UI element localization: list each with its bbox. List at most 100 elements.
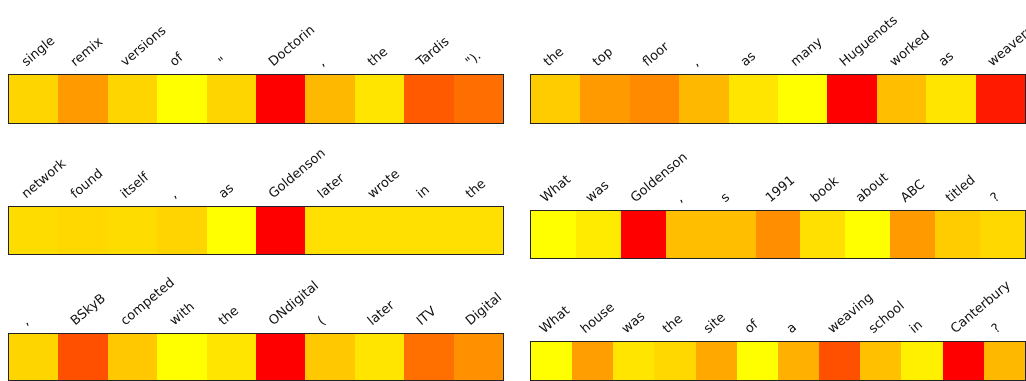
heatmap-cell bbox=[354, 207, 405, 254]
heatmap-cell bbox=[710, 211, 756, 258]
heatmap-cell bbox=[620, 211, 666, 258]
token-label: " bbox=[216, 54, 231, 70]
token-label: 1991 bbox=[763, 173, 798, 206]
heatmap-cell bbox=[404, 207, 454, 254]
token-label: the bbox=[216, 303, 243, 329]
token-label: site bbox=[701, 310, 729, 337]
heatmap-cell bbox=[305, 75, 355, 123]
token-label: the bbox=[540, 44, 567, 70]
heatmap-cell bbox=[255, 75, 306, 123]
heatmap-cell bbox=[58, 75, 108, 123]
token-label: weaving bbox=[824, 290, 877, 337]
token-label: was bbox=[618, 308, 648, 337]
heatmap-strip bbox=[8, 206, 504, 255]
heatmap-cell bbox=[629, 75, 680, 123]
heatmap-cell bbox=[665, 211, 711, 258]
heatmap-strip bbox=[530, 341, 1026, 381]
heatmap-cell bbox=[980, 211, 1025, 258]
token-label: as bbox=[738, 48, 760, 70]
token-label: ( bbox=[315, 314, 329, 329]
heatmap-cell bbox=[531, 211, 576, 258]
token-label: later bbox=[364, 297, 398, 329]
heatmap-cell bbox=[404, 75, 454, 123]
token-label: ? bbox=[987, 189, 1003, 206]
token-label: s bbox=[718, 189, 733, 206]
token-label: of bbox=[166, 50, 187, 70]
heatmap-cell bbox=[755, 211, 801, 258]
heatmap-cell bbox=[206, 75, 256, 123]
heatmap-cell bbox=[9, 207, 59, 254]
heatmap-cell bbox=[206, 207, 256, 254]
heatmap-cell bbox=[819, 342, 861, 380]
token-label: , bbox=[673, 191, 686, 206]
token-label: of bbox=[742, 317, 762, 337]
token-label: later bbox=[315, 170, 348, 202]
heatmap-cell bbox=[453, 334, 503, 380]
heatmap-cell bbox=[942, 342, 984, 380]
token-label: ABC bbox=[897, 177, 928, 206]
heatmap-cell bbox=[107, 207, 158, 254]
token-label: floor bbox=[639, 39, 672, 70]
token-label: was bbox=[583, 177, 613, 206]
heatmap-cell bbox=[255, 207, 306, 254]
heatmap-cell bbox=[890, 211, 936, 258]
heatmap-cell bbox=[157, 207, 207, 254]
heatmap-cell bbox=[679, 75, 729, 123]
heatmap-cell bbox=[404, 334, 454, 380]
heatmap-cell bbox=[107, 75, 158, 123]
token-label: as bbox=[935, 48, 957, 70]
token-label: ? bbox=[989, 320, 1005, 337]
token-label: as bbox=[216, 180, 238, 202]
token-label: the bbox=[660, 311, 687, 337]
heatmap-cell bbox=[613, 342, 655, 380]
token-label: , bbox=[315, 55, 328, 70]
token-label: the bbox=[463, 176, 490, 202]
heatmap-cell bbox=[453, 75, 503, 123]
heatmap-strip bbox=[530, 74, 1026, 124]
token-label: , bbox=[166, 187, 180, 202]
heatmap-cell bbox=[531, 75, 581, 123]
heatmap-cell bbox=[827, 75, 877, 123]
token-label: worked bbox=[886, 27, 933, 70]
token-label: , bbox=[18, 314, 32, 329]
heatmap-cell bbox=[654, 342, 696, 380]
heatmap-cell bbox=[845, 211, 891, 258]
token-label: itself bbox=[117, 169, 152, 202]
token-label: in bbox=[413, 182, 433, 202]
token-label: remix bbox=[68, 34, 107, 70]
heatmap-cell bbox=[157, 334, 207, 380]
token-label: BSkyB bbox=[68, 291, 109, 329]
heatmap-cell bbox=[926, 75, 976, 123]
token-label: Digital bbox=[463, 290, 506, 329]
heatmap-cell bbox=[580, 75, 630, 123]
heatmap-cell bbox=[157, 75, 207, 123]
heatmap-cell bbox=[777, 342, 820, 380]
token-label: versions bbox=[117, 23, 169, 70]
heatmap-cell bbox=[860, 342, 902, 380]
heatmap-cell bbox=[453, 207, 503, 254]
token-label: top bbox=[590, 44, 617, 70]
heatmap-cell bbox=[206, 334, 256, 380]
token-label: titled bbox=[942, 172, 979, 206]
heatmap-cell bbox=[107, 334, 158, 380]
heatmap-cell bbox=[58, 207, 108, 254]
heatmap-cell bbox=[695, 342, 737, 380]
token-label: many bbox=[787, 34, 826, 70]
token-label: weavers bbox=[985, 23, 1026, 70]
heatmap-cell bbox=[354, 75, 405, 123]
token-label: Canterbury bbox=[948, 278, 1015, 337]
token-label: , bbox=[688, 55, 702, 70]
token-label: "). bbox=[463, 48, 485, 70]
token-label: ONdigital bbox=[265, 278, 322, 329]
token-label: competed bbox=[117, 275, 178, 329]
token-label: about bbox=[852, 170, 892, 206]
heatmap-cell bbox=[800, 211, 846, 258]
token-label: What bbox=[538, 172, 575, 206]
heatmap-cell bbox=[983, 342, 1025, 380]
heatmap-cell bbox=[975, 75, 1025, 123]
token-label: wrote bbox=[364, 166, 403, 202]
heatmap-cell bbox=[354, 334, 405, 380]
heatmap-strip bbox=[8, 333, 504, 381]
heatmap-cell bbox=[9, 75, 59, 123]
token-label: book bbox=[807, 173, 842, 206]
